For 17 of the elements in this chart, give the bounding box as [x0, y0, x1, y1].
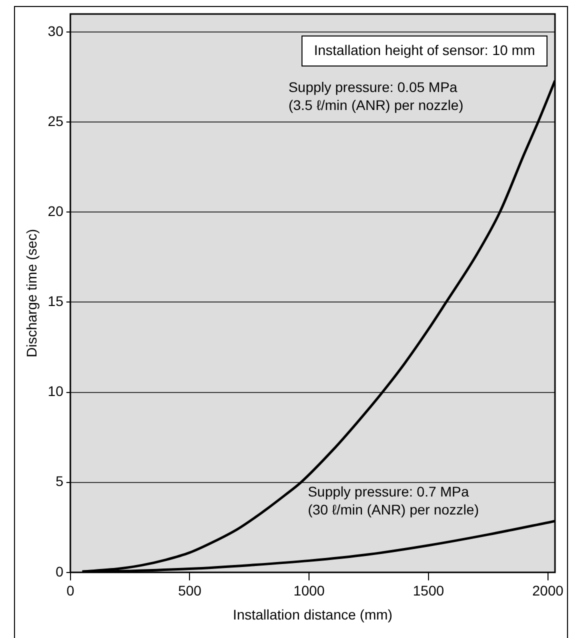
- x-tick-label: 500: [178, 582, 202, 599]
- annotation: Supply pressure: 0.05 MPa (3.5 ℓ/min (ANR) per nozzle): [288, 78, 464, 113]
- y-tick-label: 0: [56, 563, 64, 580]
- y-tick-label: 15: [48, 293, 64, 310]
- x-tick-label: 1000: [294, 582, 325, 599]
- annotation: Installation height of sensor: 10 mm: [314, 42, 536, 58]
- x-tick-label: 1500: [412, 582, 444, 599]
- y-tick-label: 30: [48, 22, 64, 39]
- y-tick-label: 5: [56, 473, 64, 490]
- y-tick-label: 25: [48, 112, 64, 129]
- annotation: Supply pressure: 0.7 MPa (30 ℓ/min (ANR) per nozzle): [308, 484, 479, 518]
- y-tick-label: 20: [48, 203, 64, 219]
- y-axis-title: Discharge time (sec): [23, 229, 40, 358]
- x-tick-label: 0: [66, 582, 74, 599]
- x-axis-title: Installation distance (mm): [232, 606, 392, 622]
- y-tick-label: 10: [48, 383, 64, 400]
- x-tick-label: 2000: [532, 582, 564, 599]
